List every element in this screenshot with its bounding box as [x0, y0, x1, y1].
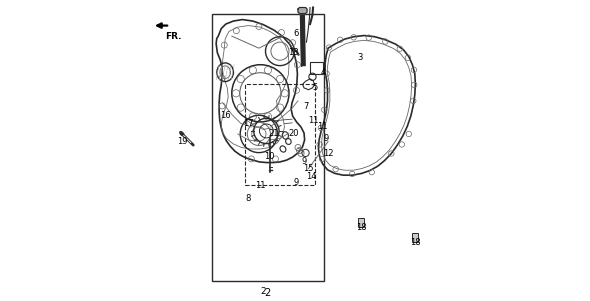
Polygon shape [298, 8, 307, 14]
Text: 2: 2 [261, 287, 266, 296]
Text: 8: 8 [245, 194, 251, 203]
Ellipse shape [179, 132, 184, 136]
Text: 21: 21 [268, 129, 279, 138]
Text: 15: 15 [303, 164, 314, 173]
Text: 9: 9 [301, 157, 307, 166]
Text: 19: 19 [177, 137, 188, 146]
Text: 11: 11 [255, 181, 266, 190]
Text: 17: 17 [243, 119, 254, 128]
Bar [310, 62, 323, 74]
Text: 11: 11 [308, 116, 319, 125]
Bar [358, 218, 364, 227]
Text: 16: 16 [221, 111, 231, 120]
Text: 18: 18 [356, 223, 366, 232]
Text: 4: 4 [321, 68, 326, 77]
Bar [412, 233, 418, 242]
Text: 9: 9 [294, 178, 299, 187]
Bar [245, 84, 314, 185]
Text: 12: 12 [323, 149, 333, 158]
Text: 10: 10 [264, 152, 275, 161]
Text: 5: 5 [312, 83, 317, 92]
Text: 9: 9 [324, 134, 329, 143]
Text: 3: 3 [357, 53, 362, 62]
Text: 14: 14 [306, 172, 317, 181]
Text: 7: 7 [303, 102, 308, 111]
Text: 20: 20 [289, 129, 299, 138]
Text: 18: 18 [410, 238, 421, 247]
Text: 11: 11 [317, 122, 327, 131]
Text: 2: 2 [264, 287, 270, 298]
Text: 6: 6 [294, 29, 299, 38]
Bar [212, 14, 323, 281]
Text: 13: 13 [288, 48, 299, 57]
Text: FR.: FR. [165, 32, 182, 41]
